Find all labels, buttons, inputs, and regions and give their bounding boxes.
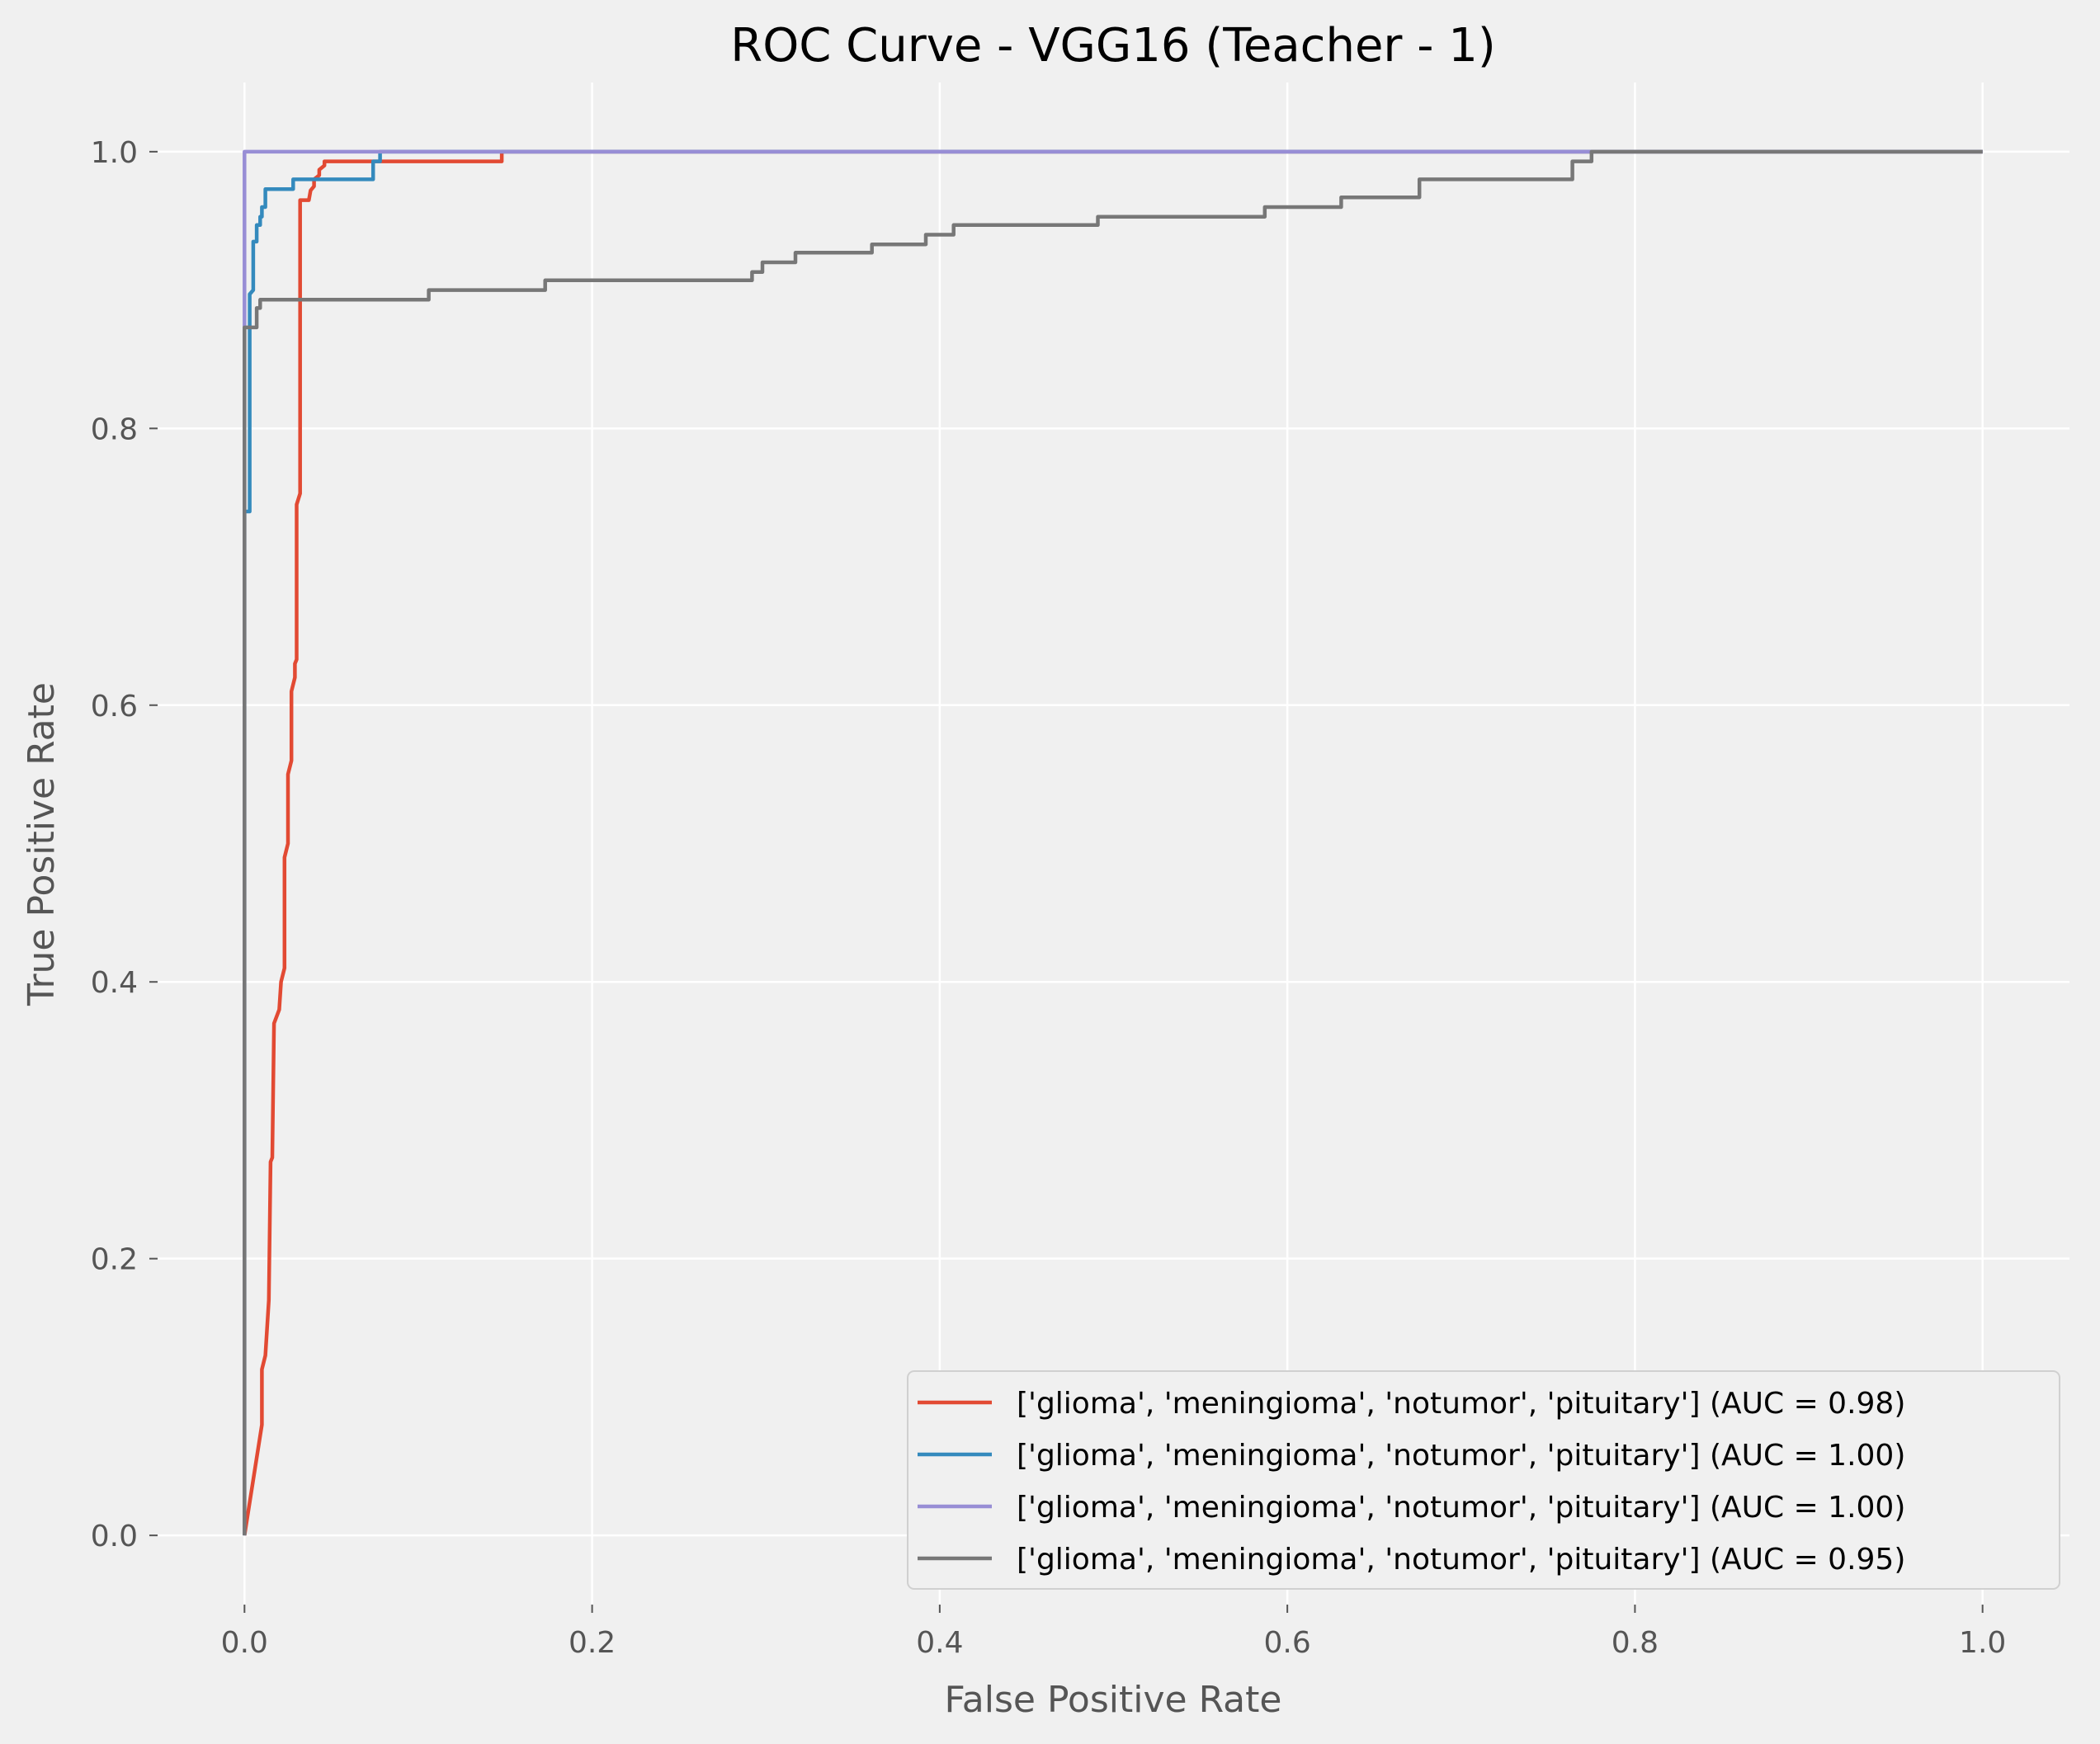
y-tick-label: 0.0 bbox=[91, 1520, 138, 1553]
legend-label-3: ['glioma', 'meningioma', 'notumor', 'pit… bbox=[1017, 1491, 1905, 1525]
chart-title: ROC Curve - VGG16 (Teacher - 1) bbox=[730, 19, 1495, 73]
y-axis-label: True Positive Rate bbox=[21, 682, 63, 1006]
legend-label-4: ['glioma', 'meningioma', 'notumor', 'pit… bbox=[1017, 1543, 1905, 1577]
series-line-1 bbox=[243, 149, 1983, 1536]
series-lines bbox=[243, 149, 1983, 1536]
legend-box bbox=[907, 1370, 2060, 1590]
x-axis-label: False Positive Rate bbox=[945, 1679, 1282, 1721]
legend-label-2: ['glioma', 'meningioma', 'notumor', 'pit… bbox=[1017, 1439, 1905, 1473]
y-tick-label: 0.4 bbox=[91, 966, 138, 1000]
legend: ['glioma', 'meningioma', 'notumor', 'pit… bbox=[907, 1370, 2060, 1590]
ticks: 0.0 0.2 0.4 0.6 0.8 1.0 0.0 0.2 0.4 0.6 0.8 1.0 bbox=[91, 136, 2007, 1660]
series-line-4 bbox=[243, 149, 1983, 1536]
x-tick-label: 0.0 bbox=[221, 1626, 268, 1660]
x-tick-label: 1.0 bbox=[1959, 1626, 2006, 1660]
y-tick-label: 0.2 bbox=[91, 1243, 138, 1277]
x-tick-label: 0.8 bbox=[1612, 1626, 1659, 1660]
x-tick-label: 0.4 bbox=[916, 1626, 963, 1660]
y-tick-label: 0.8 bbox=[91, 412, 138, 446]
x-tick-label: 0.2 bbox=[569, 1626, 616, 1660]
legend-label-1: ['glioma', 'meningioma', 'notumor', 'pit… bbox=[1017, 1387, 1905, 1421]
plot-area bbox=[158, 82, 2069, 1605]
y-tick-label: 0.6 bbox=[91, 690, 138, 724]
y-tick-label: 1.0 bbox=[91, 136, 138, 170]
series-line-2 bbox=[243, 149, 1983, 1536]
x-tick-label: 0.6 bbox=[1264, 1626, 1311, 1660]
